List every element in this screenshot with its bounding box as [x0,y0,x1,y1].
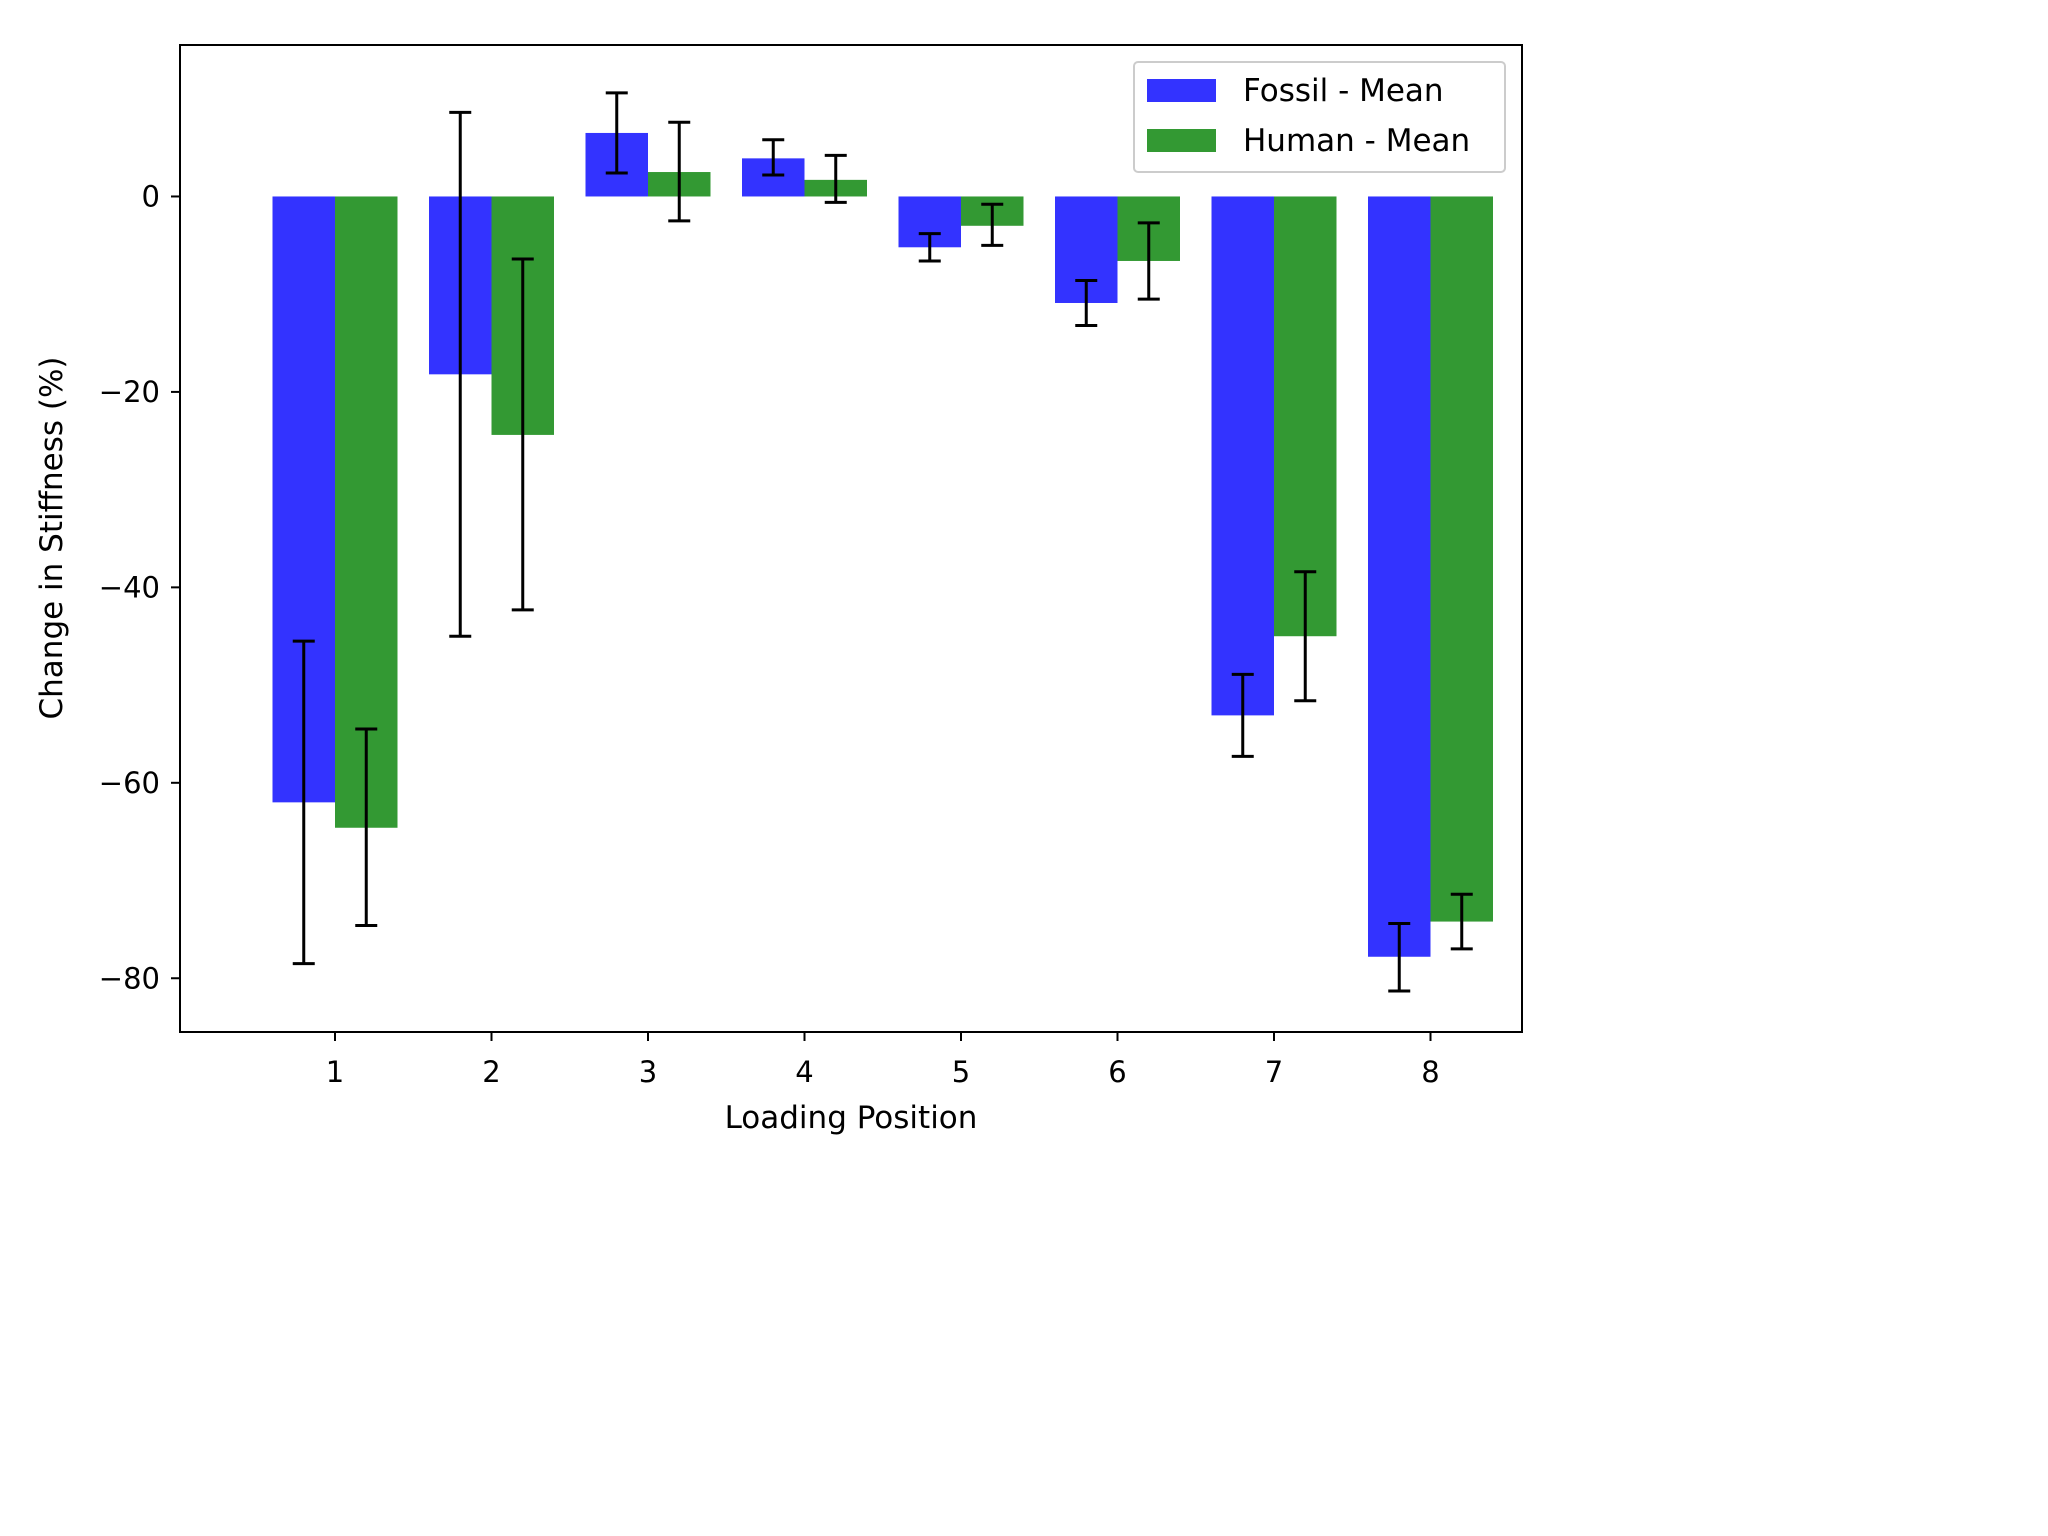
error-bar-fossil-6 [1075,279,1098,327]
y-axis-title: Change in Stiffness (%) [34,357,70,720]
error-bar-human-7 [1294,570,1317,703]
error-bar-human-6 [1137,221,1160,301]
y-tick-label: −80 [99,961,160,995]
x-axis-title: Loading Position [725,1100,978,1136]
error-bar-human-3 [668,120,691,223]
x-tick-label: 5 [952,1055,970,1089]
error-bar-fossil-5 [918,232,941,263]
bars-layer [272,132,1493,957]
x-tick-label: 7 [1265,1055,1283,1089]
bar-fossil-7 [1211,196,1274,716]
legend-swatch-human [1147,129,1216,152]
x-axis: 1 2 3 4 5 6 7 8 [326,1032,1440,1089]
y-tick-label: −40 [99,570,160,604]
x-tick-label: 2 [482,1055,500,1089]
x-tick-label: 6 [1108,1055,1126,1089]
legend-box [1133,61,1506,173]
error-bar-fossil-7 [1231,672,1254,758]
x-tick-label: 4 [795,1055,813,1089]
y-tick-label: −20 [99,375,160,409]
legend: Fossil - Mean Human - Mean [1133,61,1506,173]
error-bar-fossil-1 [292,639,315,966]
error-bars-layer [292,91,1473,993]
x-tick-label: 8 [1421,1055,1439,1089]
error-bar-fossil-3 [605,91,628,175]
error-bar-fossil-8 [1388,922,1411,993]
error-bar-fossil-4 [762,138,785,177]
error-bar-human-2 [511,257,534,612]
y-axis: 0 −20 −40 −60 −80 [99,179,180,995]
error-bar-human-1 [355,727,378,927]
x-tick-label: 1 [326,1055,344,1089]
legend-label-human: Human - Mean [1243,123,1470,159]
plot-frame [179,44,1523,1033]
bar-human-1 [335,196,398,828]
bar-human-8 [1430,196,1493,922]
error-bar-human-5 [981,202,1004,247]
error-bar-human-4 [824,153,847,204]
x-tick-label: 3 [639,1055,657,1089]
bar-human-7 [1274,196,1337,637]
legend-label-fossil: Fossil - Mean [1243,73,1444,109]
legend-swatch-fossil [1147,79,1216,102]
y-tick-label: 0 [142,179,160,213]
error-bar-fossil-2 [449,110,472,638]
error-bar-human-8 [1450,892,1473,951]
bar-fossil-8 [1368,196,1431,957]
y-tick-label: −60 [99,766,160,800]
